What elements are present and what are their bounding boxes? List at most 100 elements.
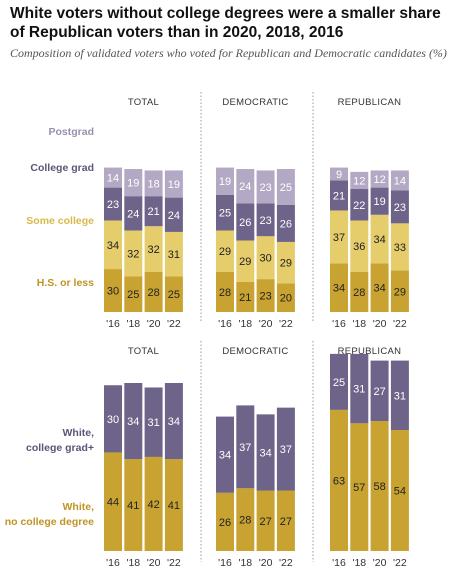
data-label-hs_or_less-democratic-18: 21 <box>239 292 251 304</box>
data-label-postgrad-total-16: 14 <box>107 173 119 185</box>
series-label-white_no_college: White, <box>63 501 95 513</box>
x-tick-label-democratic-16: '16 <box>218 557 232 569</box>
bar-segment-hs_or_less-republican-20 <box>370 263 389 312</box>
bar-segment-hs_or_less-democratic-18 <box>236 281 255 312</box>
data-label-some_college-total-22: 31 <box>168 249 180 261</box>
bar-segment-white_no_college-republican-20 <box>370 421 389 551</box>
bar-segment-college_grad-total-16 <box>104 187 122 221</box>
bar-segment-white_no_college-total-18 <box>124 459 143 551</box>
bar-segment-postgrad-total-22 <box>164 170 183 198</box>
x-tick-label-republican-18: '18 <box>352 318 366 330</box>
data-label-postgrad-democratic-18: 24 <box>239 181 251 193</box>
data-label-white_no_college-republican-18: 57 <box>353 482 365 494</box>
data-label-white_college_grad-republican-18: 31 <box>353 384 365 396</box>
data-label-postgrad-total-20: 18 <box>147 178 159 190</box>
bar-segment-white_no_college-democratic-20 <box>256 490 275 551</box>
bar-segment-white_college_grad-democratic-20 <box>256 414 275 491</box>
data-label-white_college_grad-total-18: 34 <box>127 416 139 428</box>
data-label-postgrad-republican-20: 12 <box>373 174 385 186</box>
data-label-college_grad-democratic-20: 23 <box>259 215 271 227</box>
bar-segment-white_college_grad-total-18 <box>124 383 143 460</box>
bar-segment-college_grad-total-20 <box>144 196 163 227</box>
data-label-some_college-republican-20: 34 <box>373 234 385 246</box>
data-label-college_grad-republican-20: 19 <box>373 196 385 208</box>
bar-segment-white_college_grad-democratic-16 <box>216 416 234 493</box>
bar-segment-white_no_college-total-20 <box>144 456 163 551</box>
data-label-white_no_college-republican-20: 58 <box>373 481 385 493</box>
data-label-college_grad-total-20: 21 <box>147 206 159 218</box>
data-label-postgrad-democratic-16: 19 <box>219 176 231 188</box>
bar-segment-some_college-republican-18 <box>350 220 369 272</box>
x-tick-label-democratic-18: '18 <box>238 557 252 569</box>
bar-segment-postgrad-total-20 <box>144 170 163 197</box>
data-label-college_grad-republican-18: 22 <box>353 200 365 212</box>
data-label-hs_or_less-republican-16: 34 <box>333 283 345 295</box>
data-label-hs_or_less-democratic-22: 20 <box>280 293 292 305</box>
data-label-hs_or_less-democratic-16: 28 <box>219 287 231 299</box>
data-label-postgrad-total-22: 19 <box>168 179 180 191</box>
bar-segment-some_college-democratic-18 <box>236 240 255 282</box>
bar-segment-some_college-republican-20 <box>370 214 389 264</box>
x-tick-label-total-16: '16 <box>106 318 120 330</box>
x-tick-label-democratic-20: '20 <box>259 318 273 330</box>
bar-segment-white_college_grad-republican-18 <box>350 353 369 424</box>
panel-header-democratic: DEMOCRATIC <box>222 97 288 108</box>
data-label-white_no_college-total-16: 44 <box>107 497 119 509</box>
bar-segment-postgrad-total-16 <box>104 167 122 188</box>
series-label-some_college: Some college <box>26 215 94 227</box>
bar-segment-college_grad-total-18 <box>124 196 143 231</box>
x-tick-label-republican-20: '20 <box>373 318 387 330</box>
bar-segment-white_college_grad-republican-16 <box>330 353 348 410</box>
panel-header-total: TOTAL <box>128 97 159 108</box>
data-label-white_no_college-democratic-16: 26 <box>219 517 231 529</box>
bar-segment-white_college_grad-total-16 <box>104 385 122 453</box>
x-tick-label-republican-22: '22 <box>393 318 407 330</box>
panel-header-total: TOTAL <box>128 346 159 357</box>
bar-segment-some_college-total-22 <box>164 231 183 277</box>
data-label-college_grad-total-18: 24 <box>127 208 139 220</box>
chart-subtitle: Composition of validated voters who vote… <box>10 46 447 60</box>
x-tick-label-democratic-22: '22 <box>279 557 293 569</box>
bar-segment-college_grad-democratic-16 <box>216 194 234 231</box>
data-label-hs_or_less-republican-20: 34 <box>373 283 385 295</box>
bar-segment-white_college_grad-total-20 <box>144 387 163 457</box>
bar-segment-postgrad-republican-18 <box>350 171 369 190</box>
data-label-some_college-democratic-20: 30 <box>259 253 271 265</box>
data-label-white_college_grad-republican-16: 25 <box>333 377 345 389</box>
x-tick-label-total-22: '22 <box>167 557 181 569</box>
data-label-college_grad-democratic-16: 25 <box>219 208 231 220</box>
x-tick-label-republican-18: '18 <box>352 557 366 569</box>
data-label-postgrad-republican-18: 12 <box>353 175 365 187</box>
data-label-some_college-democratic-16: 29 <box>219 246 231 258</box>
x-tick-label-total-20: '20 <box>147 557 161 569</box>
bar-segment-white_no_college-total-16 <box>104 452 122 551</box>
series-label-college_grad: College grad <box>30 162 94 174</box>
bar-segment-postgrad-democratic-20 <box>256 170 275 204</box>
bar-segment-college_grad-total-22 <box>164 197 183 232</box>
bar-segment-some_college-republican-16 <box>330 210 348 264</box>
data-label-white_college_grad-democratic-22: 37 <box>280 444 292 456</box>
data-label-white_college_grad-republican-22: 31 <box>394 390 406 402</box>
bar-segment-hs_or_less-democratic-22 <box>276 283 295 312</box>
data-label-postgrad-democratic-22: 25 <box>280 182 292 194</box>
x-tick-label-total-18: '18 <box>126 318 140 330</box>
data-label-white_college_grad-republican-20: 27 <box>373 386 385 398</box>
data-label-white_no_college-democratic-20: 27 <box>259 516 271 528</box>
bar-segment-postgrad-total-18 <box>124 169 143 197</box>
bar-segment-white_no_college-republican-18 <box>350 423 369 551</box>
bar-segment-some_college-total-20 <box>144 226 163 272</box>
data-label-college_grad-democratic-22: 26 <box>280 218 292 230</box>
data-label-postgrad-total-18: 19 <box>127 178 139 190</box>
x-tick-label-total-20: '20 <box>147 318 161 330</box>
data-label-some_college-democratic-18: 29 <box>239 256 251 268</box>
panel-header-republican: REPUBLICAN <box>338 346 402 357</box>
bar-segment-postgrad-republican-20 <box>370 170 389 188</box>
data-label-hs_or_less-total-16: 30 <box>107 286 119 298</box>
x-tick-label-republican-22: '22 <box>393 557 407 569</box>
bar-segment-white_no_college-total-22 <box>164 459 183 551</box>
bar-segment-hs_or_less-total-18 <box>124 276 143 312</box>
x-tick-label-democratic-18: '18 <box>238 318 252 330</box>
data-label-white_college_grad-democratic-18: 37 <box>239 442 251 454</box>
data-label-postgrad-republican-22: 14 <box>394 175 406 187</box>
data-label-white_college_grad-total-16: 30 <box>107 414 119 426</box>
